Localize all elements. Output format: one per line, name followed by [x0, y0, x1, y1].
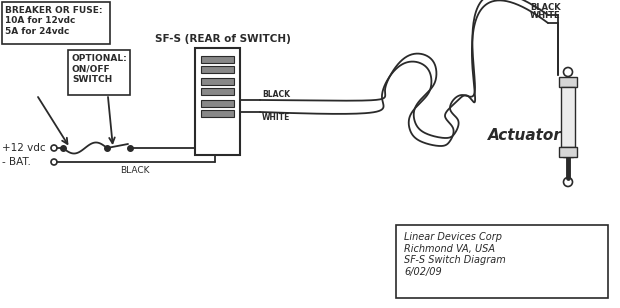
- Text: +12 vdc: +12 vdc: [2, 143, 46, 153]
- Text: WHITE: WHITE: [530, 11, 560, 20]
- Text: BLACK: BLACK: [262, 90, 290, 99]
- Bar: [201, 56, 234, 63]
- Bar: [396, 225, 608, 298]
- Text: Actuator: Actuator: [488, 128, 562, 144]
- Bar: [561, 87, 575, 147]
- Bar: [201, 100, 234, 107]
- Text: WHITE: WHITE: [262, 113, 290, 122]
- Bar: [2, 2, 110, 44]
- Bar: [201, 66, 234, 73]
- Text: Linear Devices Corp
Richmond VA, USA
SF-S Switch Diagram
6/02/09: Linear Devices Corp Richmond VA, USA SF-…: [404, 232, 506, 277]
- Text: SF-S (REAR of SWITCH): SF-S (REAR of SWITCH): [155, 34, 291, 44]
- Bar: [201, 78, 234, 85]
- Bar: [195, 48, 240, 155]
- Bar: [201, 110, 234, 117]
- Text: BLACK: BLACK: [530, 3, 560, 12]
- Text: BLACK: BLACK: [120, 166, 149, 175]
- Text: RED: RED: [198, 141, 217, 151]
- Text: BREAKER OR FUSE:
10A for 12vdc
5A for 24vdc: BREAKER OR FUSE: 10A for 12vdc 5A for 24…: [5, 6, 102, 36]
- Bar: [68, 50, 130, 95]
- Text: - BAT.: - BAT.: [2, 157, 31, 167]
- Bar: [559, 147, 577, 157]
- Bar: [559, 77, 577, 87]
- Text: OPTIONAL:
ON/OFF
SWITCH: OPTIONAL: ON/OFF SWITCH: [72, 54, 128, 84]
- Bar: [201, 88, 234, 95]
